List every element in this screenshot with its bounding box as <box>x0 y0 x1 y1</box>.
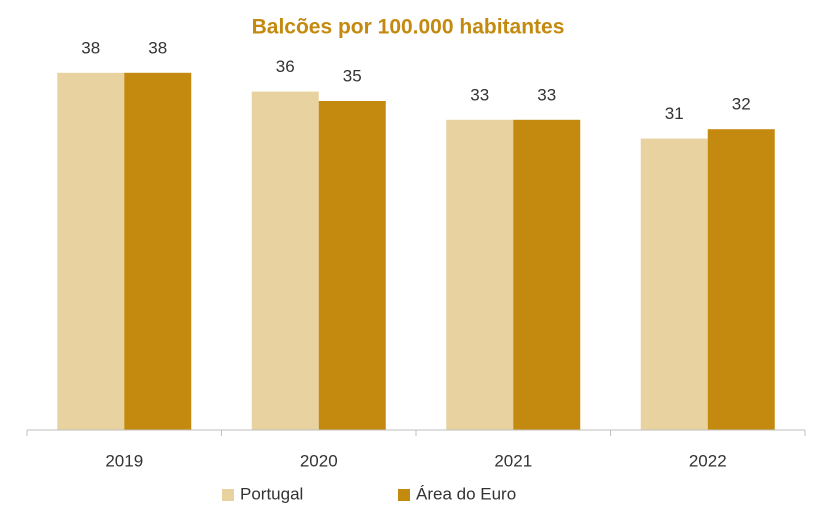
bar <box>513 119 581 431</box>
bar <box>707 129 775 430</box>
legend-swatch <box>222 489 234 501</box>
data-label: 38 <box>81 38 100 57</box>
bar <box>57 72 125 431</box>
data-label: 31 <box>665 104 684 123</box>
legend-label: Área do Euro <box>416 484 516 503</box>
bar <box>640 138 708 430</box>
data-label: 38 <box>148 38 167 57</box>
data-label: 36 <box>276 57 295 76</box>
x-tick-label: 2019 <box>105 451 143 470</box>
data-label: 35 <box>343 66 362 85</box>
legend-swatch <box>398 489 410 501</box>
data-label: 33 <box>537 85 556 104</box>
data-label: 32 <box>732 95 751 114</box>
data-label: 33 <box>470 85 489 104</box>
bar <box>124 72 192 431</box>
legend-label: Portugal <box>240 484 303 503</box>
bar <box>446 119 514 431</box>
bar <box>251 91 319 430</box>
chart-title: Balcões por 100.000 habitantes <box>252 16 565 39</box>
x-tick-label: 2021 <box>494 451 532 470</box>
x-tick-label: 2020 <box>300 451 338 470</box>
bar <box>318 101 386 430</box>
x-tick-label: 2022 <box>689 451 727 470</box>
